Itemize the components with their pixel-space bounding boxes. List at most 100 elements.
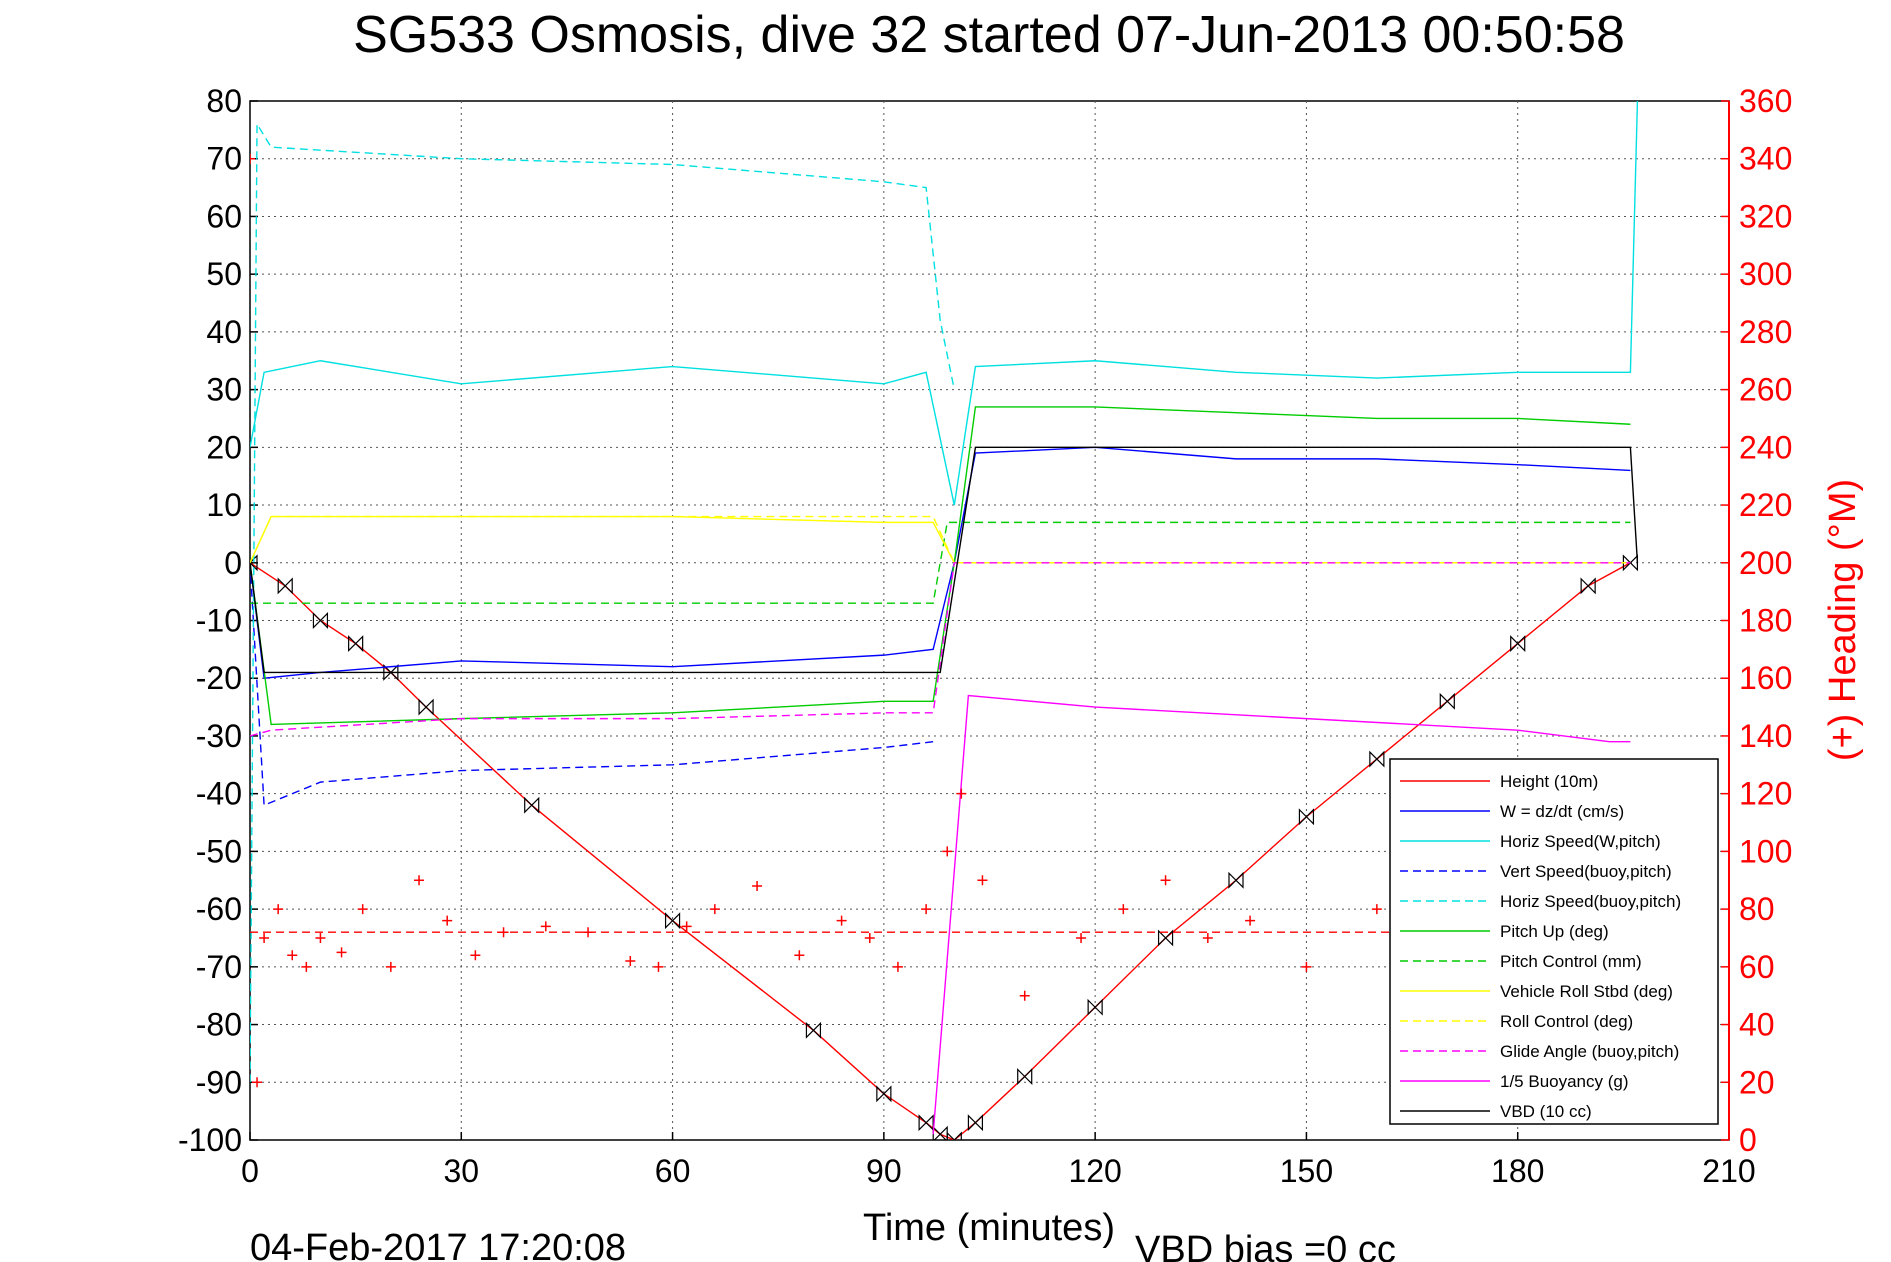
height-marker bbox=[805, 1021, 822, 1039]
heading-point bbox=[977, 875, 988, 886]
y-axis-label-right: (+) Heading (°M) bbox=[1822, 479, 1864, 761]
y-right-tick-label: 280 bbox=[1739, 314, 1792, 350]
height-marker bbox=[312, 612, 329, 629]
legend-label: VBD (10 cc) bbox=[1500, 1102, 1592, 1121]
x-tick-label: 30 bbox=[443, 1153, 479, 1189]
y-tick-label: -90 bbox=[196, 1064, 242, 1100]
legend-label: W = dz/dt (cm/s) bbox=[1500, 802, 1624, 821]
y-tick-label: 40 bbox=[206, 314, 242, 350]
heading-point bbox=[414, 875, 425, 886]
legend-label: 1/5 Buoyancy (g) bbox=[1500, 1072, 1629, 1091]
series-line bbox=[250, 446, 1639, 674]
heading-point bbox=[250, 153, 255, 164]
legend-label: Height (10m) bbox=[1500, 772, 1598, 791]
series-vbd-10-cc bbox=[250, 446, 1639, 674]
y-right-tick-label: 200 bbox=[1739, 545, 1792, 581]
y-right-tick-label: 140 bbox=[1739, 718, 1792, 754]
series-line bbox=[250, 515, 1631, 564]
x-tick-label: 120 bbox=[1068, 1153, 1121, 1189]
heading-point bbox=[301, 961, 312, 972]
y-right-tick-label: 300 bbox=[1739, 256, 1792, 292]
y-right-tick-label: 100 bbox=[1739, 833, 1792, 869]
y-tick-label: 20 bbox=[206, 429, 242, 465]
x-tick-label: 210 bbox=[1702, 1153, 1755, 1189]
height-marker bbox=[932, 1125, 948, 1140]
height-marker bbox=[918, 1114, 934, 1132]
y-tick-label: 10 bbox=[206, 487, 242, 523]
y-right-tick-label: 340 bbox=[1739, 141, 1792, 177]
y-right-tick-label: 20 bbox=[1739, 1064, 1775, 1100]
x-axis-label: Time (minutes) bbox=[863, 1207, 1115, 1249]
y-tick-label: 80 bbox=[206, 83, 242, 119]
height-marker bbox=[876, 1085, 892, 1103]
y-right-tick-label: 160 bbox=[1739, 660, 1792, 696]
height-marker bbox=[524, 796, 540, 814]
y-right-tick-label: 220 bbox=[1739, 487, 1792, 523]
heading-point bbox=[336, 947, 347, 958]
legend-box bbox=[1389, 758, 1719, 1125]
heading-point bbox=[1160, 875, 1171, 886]
y-axis-right: 3603403203002802602402202001801601401201… bbox=[1721, 83, 1792, 1158]
heading-point bbox=[956, 788, 967, 799]
heading-point bbox=[1118, 904, 1129, 915]
heading-point bbox=[540, 921, 551, 932]
series-line bbox=[250, 562, 934, 807]
heading-point bbox=[794, 950, 805, 961]
x-tick-label: 0 bbox=[241, 1153, 259, 1189]
y-tick-label: -20 bbox=[196, 660, 242, 696]
y-tick-label: -10 bbox=[196, 603, 242, 639]
heading-point bbox=[892, 961, 903, 972]
heading-point bbox=[287, 950, 298, 961]
chart-title: SG533 Osmosis, dive 32 started 07-Jun-20… bbox=[353, 6, 1625, 64]
footer-timestamp: 04-Feb-2017 17:20:08 bbox=[250, 1227, 626, 1262]
heading-point bbox=[1371, 904, 1382, 915]
y-right-tick-label: 260 bbox=[1739, 372, 1792, 408]
legend-label: Vehicle Roll Stbd (deg) bbox=[1500, 982, 1673, 1001]
heading-point bbox=[442, 915, 453, 926]
height-marker bbox=[946, 1131, 962, 1140]
series-glide-angle-buoy-pitch bbox=[250, 562, 1631, 737]
series-pitch-control-mm bbox=[250, 521, 1631, 604]
y-tick-label: -100 bbox=[178, 1122, 242, 1158]
series-line bbox=[250, 562, 1631, 737]
y-right-tick-label: 240 bbox=[1739, 429, 1792, 465]
y-right-tick-label: 120 bbox=[1739, 776, 1792, 812]
y-axis-left: 80 70 60 50 40 30 20 10 0 -10 -20 -30 -40 -50 -60 -70 -8… bbox=[178, 83, 258, 1158]
heading-point bbox=[357, 904, 368, 915]
height-marker bbox=[1228, 871, 1244, 889]
heading-point bbox=[625, 956, 636, 967]
series-horiz-speed-w-pitch bbox=[250, 101, 1639, 506]
legend-label: Pitch Control (mm) bbox=[1500, 952, 1642, 971]
heading-point bbox=[752, 881, 763, 892]
y-tick-label: -40 bbox=[196, 776, 242, 812]
y-right-tick-label: 320 bbox=[1739, 198, 1792, 234]
height-marker bbox=[1298, 808, 1315, 826]
height-marker bbox=[348, 635, 364, 653]
y-right-tick-label: 80 bbox=[1739, 891, 1775, 927]
series-roll-control-deg bbox=[250, 515, 1631, 564]
height-marker bbox=[1510, 635, 1526, 653]
legend-label: Roll Control (deg) bbox=[1500, 1012, 1633, 1031]
series-vert-speed-buoy-pitch bbox=[250, 562, 934, 807]
x-tick-label: 90 bbox=[866, 1153, 902, 1189]
legend-label: Horiz Speed(W,pitch) bbox=[1500, 832, 1661, 851]
heading-point bbox=[259, 932, 270, 943]
legend: Height (10m) W = dz/dt (cm/s) Horiz Speed(… bbox=[1389, 758, 1719, 1125]
y-tick-label: 30 bbox=[206, 372, 242, 408]
legend-label: Glide Angle (buoy,pitch) bbox=[1500, 1042, 1679, 1061]
heading-point bbox=[653, 961, 664, 972]
height-marker bbox=[277, 577, 293, 595]
series-line bbox=[932, 694, 1631, 1135]
y-tick-label: -30 bbox=[196, 718, 242, 754]
heading-point bbox=[1301, 961, 1312, 972]
height-marker bbox=[1580, 577, 1596, 595]
height-marker bbox=[1087, 998, 1103, 1016]
series-1-5-buoyancy-g bbox=[932, 694, 1631, 1135]
x-tick-label: 60 bbox=[655, 1153, 691, 1189]
y-tick-label: 0 bbox=[224, 545, 242, 581]
series-horiz-speed-buoy-pitch bbox=[250, 121, 955, 1083]
heading-point bbox=[681, 921, 692, 932]
x-tick-label: 150 bbox=[1280, 1153, 1333, 1189]
footer-vbd-bias: VBD bias =0 cc bbox=[1135, 1229, 1396, 1262]
y-tick-label: -80 bbox=[196, 1007, 242, 1043]
